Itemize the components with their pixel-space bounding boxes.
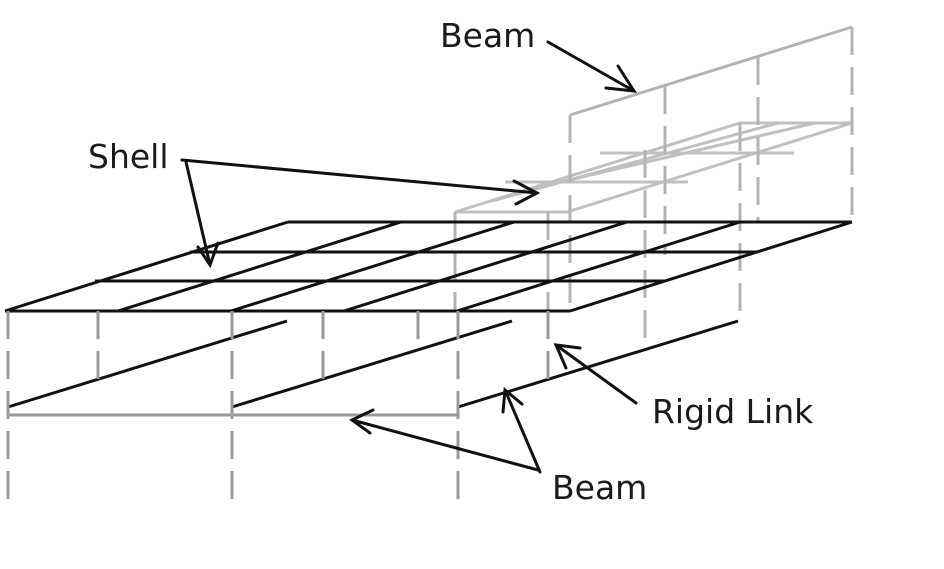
lower-beam-line xyxy=(7,319,288,409)
shell-arrow-shaft xyxy=(180,158,539,195)
lower-rigid-links xyxy=(6,311,550,500)
annotation-arrows xyxy=(180,40,638,474)
top-beam-line xyxy=(569,25,853,117)
label-rigid-link: Rigid Link xyxy=(652,392,814,431)
shell-arrow-head xyxy=(512,179,541,206)
label-beam-top: Beam xyxy=(440,16,535,55)
label-shell: Shell xyxy=(88,137,169,176)
beam-bottom-arrow-shaft xyxy=(503,388,542,474)
shell-arrow-head xyxy=(196,241,220,269)
lower-beams xyxy=(7,319,739,409)
beam-bottom-arrow-head xyxy=(349,408,375,435)
beam-bottom-arrow-head xyxy=(501,387,524,414)
beam-top-arrow-head xyxy=(604,64,637,93)
shell-arrow-shaft xyxy=(184,160,212,267)
main-shell-grid xyxy=(4,220,853,313)
shell-edge-left xyxy=(4,220,289,313)
shell-diagonal xyxy=(343,220,628,313)
beam-bottom-arrow-shaft xyxy=(350,418,540,472)
lower-beam-line xyxy=(231,319,513,409)
label-beam-bottom: Beam xyxy=(552,468,647,507)
rigid-link-arrow-shaft xyxy=(554,343,638,405)
upper-shell-grid-line xyxy=(529,121,816,191)
shell-edge-right xyxy=(569,220,853,313)
shell-diagonal xyxy=(117,220,402,313)
upper-shell-outline xyxy=(454,121,853,214)
shell-diagonal xyxy=(230,220,515,313)
shell-diagonal xyxy=(456,220,741,313)
rigid-link-arrow-head xyxy=(553,343,582,370)
beam-top-arrow-shaft xyxy=(546,40,636,93)
upper-rigid-links xyxy=(453,27,854,350)
